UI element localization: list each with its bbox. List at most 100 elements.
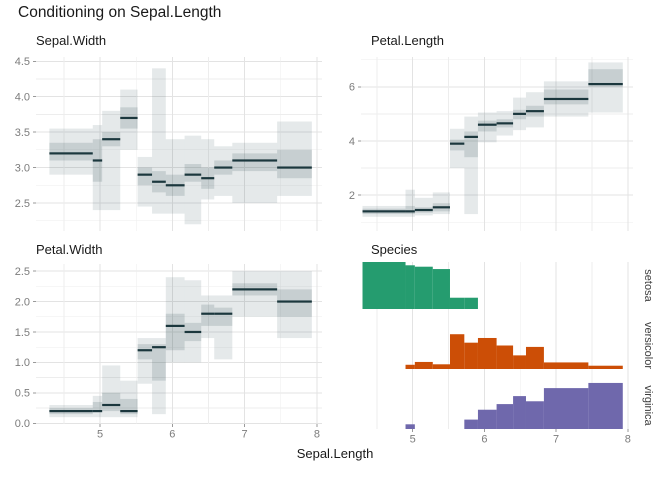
y-tick-label: 6 [349,82,355,94]
median-line [120,116,138,120]
y-tick-label: 2 [349,190,355,202]
panel-title-petal-length: Petal.Length [371,33,445,48]
quartile-box [102,392,121,412]
range-box [165,139,185,214]
quartile-box [543,89,589,105]
quartile-box [405,205,415,215]
median-line [496,122,514,125]
strip-label-virginica: virginica [642,385,654,426]
median-line [92,159,103,162]
species-histogram-bar-versicolor [432,364,450,369]
median-line [362,210,406,213]
species-histogram-bar-virginica [405,424,415,429]
y-tick-label: 1.0 [15,357,30,369]
quartile-box [277,149,312,179]
range-box [449,128,465,169]
median-line [184,173,202,176]
quartile-box [232,153,278,172]
range-box [414,197,433,216]
median-line [102,403,121,407]
range-box [277,271,312,339]
quartile-box [137,167,153,186]
y-tick-label: 2.0 [15,296,30,308]
median-line [277,166,312,169]
species-histogram-bar-virginica [543,388,589,429]
range-box [214,146,233,196]
y-tick-label: 4 [349,136,355,148]
median-line [201,312,215,315]
x-tick-label: 6 [481,434,487,446]
range-box [184,280,202,363]
quartile-box [184,164,202,182]
x-tick-label: 5 [410,434,416,446]
range-box [102,110,121,211]
range-box [49,128,93,175]
species-histogram-bar-versicolor [405,364,415,369]
quartile-box [477,120,497,132]
species-histogram-bar-versicolor [477,337,497,369]
quartile-box [165,313,185,351]
median-line [49,152,93,155]
range-box [92,395,103,418]
quartile-box [588,69,623,87]
species-histogram-bar-virginica [513,396,526,429]
range-box [201,139,215,200]
median-line [214,312,233,315]
x-tick-label: 7 [242,429,248,441]
species-histogram-bar-versicolor [588,365,623,369]
median-line [137,173,153,176]
quartile-box [92,401,103,412]
median-line [49,409,93,413]
range-box [432,192,450,215]
range-box [92,125,103,211]
quartile-box [49,142,93,161]
quartile-box [152,344,166,381]
median-line [449,142,465,145]
range-box [525,92,544,128]
species-histogram-bar-setosa [449,297,465,309]
range-box [477,112,497,143]
x-axis-title: Sepal.Length [296,446,374,461]
species-histogram-bar-setosa [414,266,433,309]
panel-title-sepal-width: Sepal.Width [36,33,107,48]
strip-label-versicolor: versicolor [642,322,654,369]
species-histogram-bar-setosa [362,262,406,309]
x-tick-label: 8 [314,429,320,441]
range-box [277,121,312,196]
median-line [137,349,153,352]
range-box [232,271,278,317]
median-line [214,166,233,169]
species-histogram-bar-versicolor [543,362,589,369]
median-line [165,324,185,327]
y-tick-label: 0.0 [15,418,30,430]
panel-petal-length: 2 4 6 [349,57,633,231]
y-tick-label: 0.5 [15,388,30,400]
panel-sepal-width: 2.5 3.0 3.5 4.0 4.5 [15,56,322,231]
range-box [152,338,166,415]
median-line [152,346,166,349]
range-box [165,277,185,363]
range-box [152,68,166,214]
panel-species: setosa versicolor virginica 5 6 7 8 [362,262,654,446]
species-histogram-bar-virginica [525,401,544,429]
median-line [232,288,278,291]
species-histogram-bar-virginica [477,409,497,429]
x-tick-label: 8 [625,434,631,446]
panel-title-petal-width: Petal.Width [36,242,103,257]
median-line [184,330,202,334]
species-histogram-bar-virginica [464,419,478,429]
species-histogram-bar-versicolor [513,355,526,369]
range-box [588,62,623,113]
strip-label-setosa: setosa [642,269,654,302]
median-line [543,97,589,101]
species-histogram-bar-versicolor [464,342,478,369]
median-line [525,110,544,113]
range-box [137,156,153,207]
median-line [232,159,278,162]
median-line [277,300,312,303]
median-line [414,208,433,212]
y-tick-label: 2.5 [15,266,30,278]
range-box [120,380,138,418]
range-box [214,295,233,360]
